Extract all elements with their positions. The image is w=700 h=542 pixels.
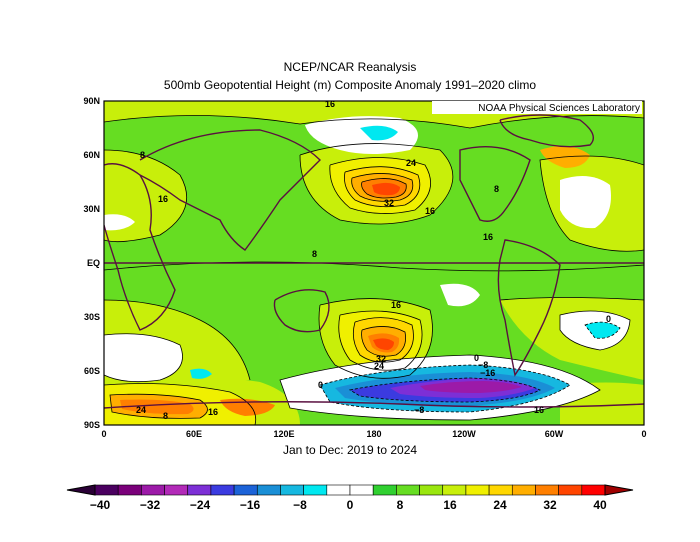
colorbar-swatch	[372, 484, 397, 496]
colorbar-swatch	[488, 484, 513, 496]
contour-label: 24	[374, 361, 384, 371]
lat-tick-label: 90N	[83, 96, 100, 106]
colorbar-label: −8	[293, 498, 307, 512]
contour-label: 16	[158, 194, 168, 204]
map-frame	[103, 100, 645, 426]
contour-label: 0	[474, 353, 479, 363]
colorbar-swatch	[535, 484, 559, 496]
colorbar-swatch	[94, 484, 119, 496]
lon-tick-label: 0	[101, 429, 106, 439]
colorbar-swatch	[187, 484, 212, 496]
colorbar-label: −24	[190, 498, 211, 512]
contour-label: −8	[414, 405, 424, 415]
contour-label: −8	[478, 360, 488, 370]
colorbar-swatch	[326, 484, 351, 496]
latitude-axis: 90N 60N 30N EQ 30S 60S 90S	[83, 96, 100, 430]
colorbar-label: 40	[593, 498, 607, 512]
colorbar-swatch	[511, 484, 536, 496]
lon-tick-label: 60W	[545, 429, 564, 439]
contour-label-group: 16 8 24 32 16 16 8 16 8 16 32 24 0 −8 −1…	[136, 99, 611, 421]
contour-label: 24	[136, 405, 146, 415]
contour-label: 0	[606, 314, 611, 324]
lon-tick-label: 120E	[273, 429, 294, 439]
colorbar-label: 16	[443, 498, 457, 512]
lon-tick-label: 180	[366, 429, 381, 439]
contour-label: 32	[376, 354, 386, 364]
credit-box	[432, 101, 642, 114]
lat-tick-label: 60N	[83, 150, 100, 160]
lon-tick-label: 0	[641, 429, 646, 439]
contour-label: −16	[480, 368, 495, 378]
colorbar-swatch	[419, 484, 444, 496]
lat-tick-label: 30S	[84, 312, 100, 322]
colorbar-swatch	[581, 484, 606, 496]
colorbar-label: 0	[347, 498, 354, 512]
contour-label: 8	[163, 411, 168, 421]
contour-lines	[104, 115, 644, 425]
colorbar-low-arrow	[66, 484, 96, 496]
colorbar-swatch	[280, 484, 304, 496]
colorbar-labels: −40 −32 −24 −16 −8 0 8 16 24 32 40	[90, 498, 607, 512]
chart-subtitle: 500mb Geopotential Height (m) Composite …	[163, 78, 537, 92]
contour-label: 16	[425, 206, 435, 216]
colorbar-swatch	[558, 484, 583, 496]
colorbar-swatch	[303, 484, 328, 496]
contour-label: 16	[325, 99, 335, 109]
colorbar-label: 32	[543, 498, 557, 512]
longitude-axis: 0 60E 120E 180 120W 60W 0	[101, 429, 646, 439]
anomaly-field	[104, 101, 644, 425]
colorbar-label: −40	[90, 498, 111, 512]
contour-label: 16	[483, 232, 493, 242]
colorbar-label: 8	[397, 498, 404, 512]
contour-label: 8	[312, 249, 317, 259]
credit-label: NOAA Physical Sciences Laboratory	[478, 103, 640, 114]
colorbar-swatch	[256, 484, 281, 496]
lat-tick-label: 60S	[84, 366, 100, 376]
colorbar-label: −16	[240, 498, 261, 512]
contour-label: 32	[384, 198, 394, 208]
chart-title: NCEP/NCAR Reanalysis	[283, 60, 417, 74]
contour-label: 24	[406, 158, 416, 168]
lat-tick-label: 90S	[84, 420, 100, 430]
colorbar-swatch	[233, 484, 258, 496]
contour-label: 0	[318, 380, 323, 390]
contour-label: 16	[534, 405, 544, 415]
lon-tick-label: 120W	[452, 429, 476, 439]
colorbar-label: 24	[493, 498, 507, 512]
lat-tick-label: 30N	[83, 204, 100, 214]
colorbar-swatch	[465, 484, 490, 496]
contour-label: 16	[391, 300, 401, 310]
colorbar-swatch	[164, 484, 189, 496]
colorbar	[66, 484, 634, 496]
time-range-label: Jan to Dec: 2019 to 2024	[282, 443, 418, 457]
colorbar-swatch	[210, 484, 235, 496]
contour-label: 16	[208, 407, 218, 417]
colorbar-swatch	[141, 484, 165, 496]
colorbar-swatch	[349, 484, 374, 496]
lon-tick-label: 60E	[186, 429, 202, 439]
contour-label: 8	[494, 184, 499, 194]
contour-label: 8	[140, 150, 145, 160]
colorbar-high-arrow	[604, 484, 634, 496]
lat-tick-label: EQ	[87, 258, 100, 268]
colorbar-label: −32	[140, 498, 161, 512]
colorbar-swatch	[396, 484, 420, 496]
colorbar-swatch	[117, 484, 142, 496]
colorbar-swatch	[442, 484, 467, 496]
